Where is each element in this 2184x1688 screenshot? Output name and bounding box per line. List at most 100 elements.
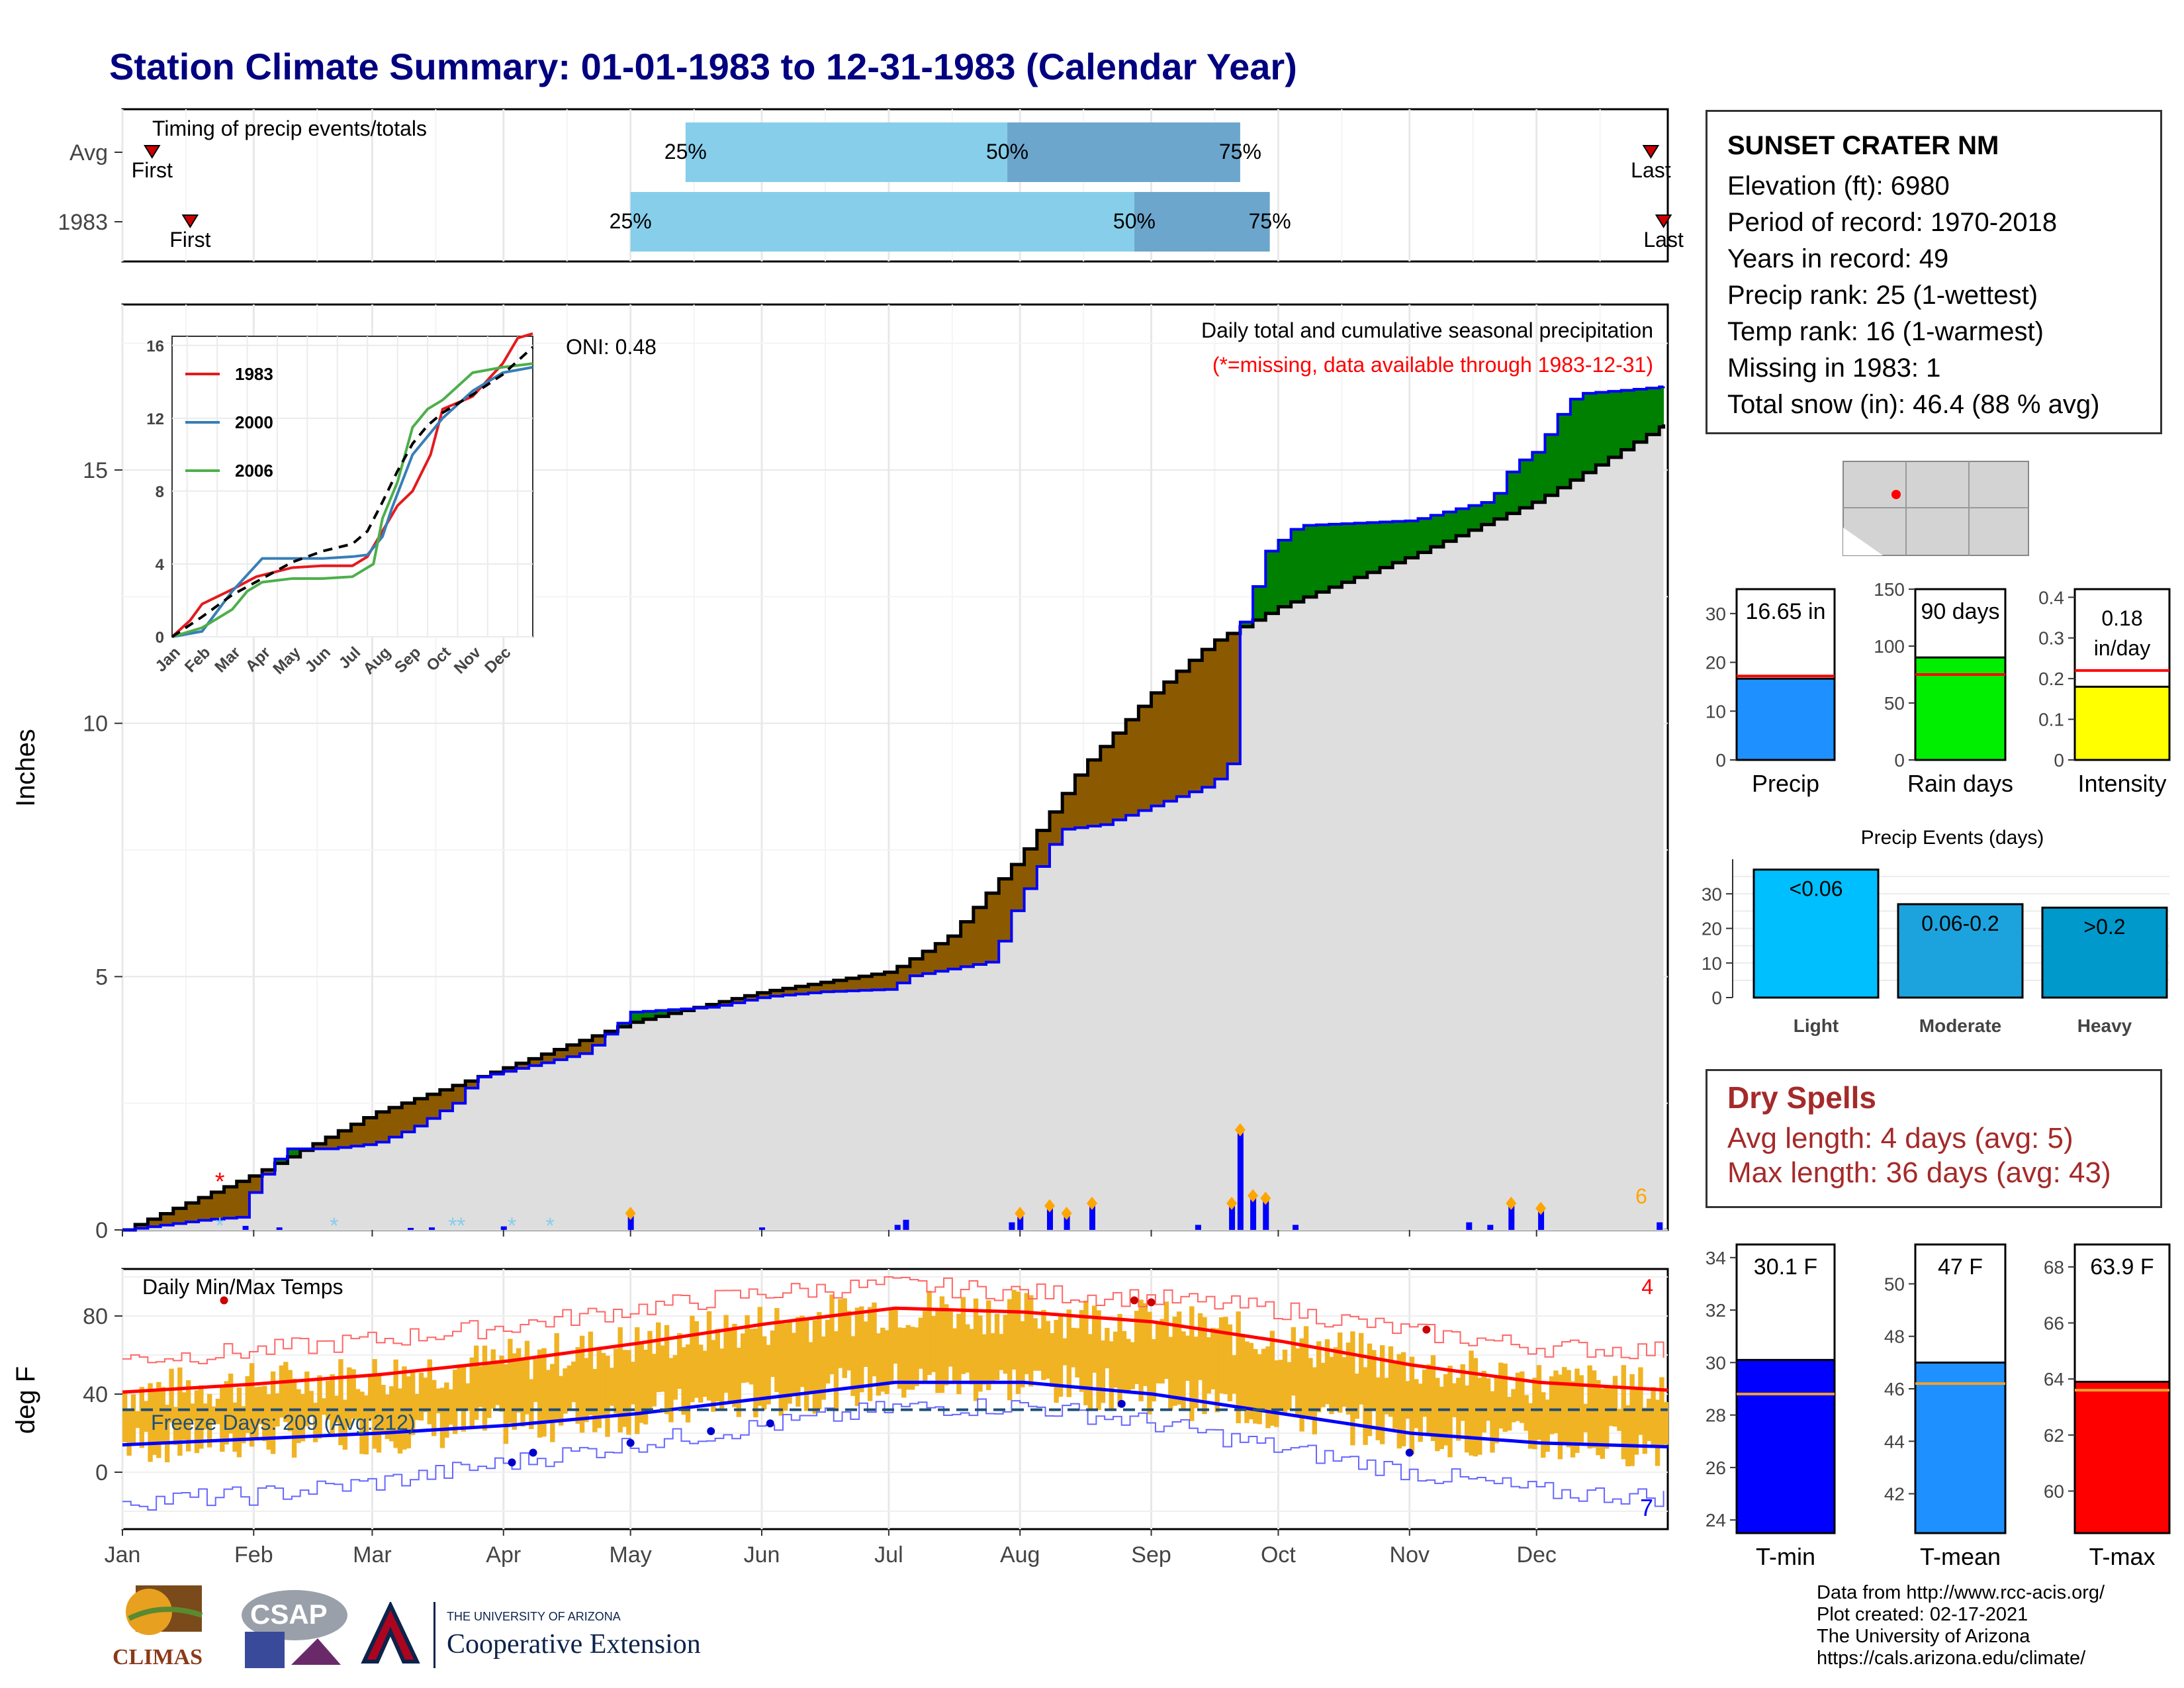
avg-cumulative-line [122,424,1666,1232]
daily-precip-bar [1195,1225,1201,1230]
daily-temp-bar [1308,1358,1313,1419]
daily-temp-bar [617,1327,623,1432]
daily-temp-bar [664,1325,670,1415]
daily-temp-bar [372,1359,377,1449]
daily-precip-bar [1089,1204,1095,1230]
precip-departure-segment [592,1035,606,1046]
intensity-value-label: 0.18 [2101,606,2142,630]
tt-min-y-tick-label: 30 [1706,1352,1726,1373]
daily-precip-bar [1009,1222,1015,1230]
precip-departure-segment [516,1063,529,1069]
avg-max-line [122,1306,1668,1394]
csap-emblem [242,1590,347,1668]
daily-temp-bar [1498,1362,1504,1429]
daily-temp-bar [414,1393,420,1421]
daily-temp-bar [1367,1343,1373,1436]
precip-departure-segment [135,1224,148,1229]
daily-temp-bar [203,1403,208,1430]
daily-temp-bar [1583,1403,1588,1432]
precip-event-bar [1752,868,1880,999]
precip-departure-segment [402,1103,415,1133]
daily-temp-bar [1291,1327,1297,1396]
heavy-event-marker [1044,1199,1055,1213]
inset-y-tick-label: 12 [146,410,164,428]
daily-temp-bar [321,1398,327,1415]
daily-temp-bar [596,1349,602,1429]
inset-legend-label: 2000 [235,412,273,432]
precip-departure-segment [1075,774,1089,828]
inset-series-line [171,346,534,638]
daily-temp-bar [1502,1363,1508,1432]
daily-temp-bar [215,1399,221,1425]
timing-bar-25-50 [630,192,1134,252]
daily-temp-bar [719,1348,725,1409]
precip-departure-segment [1151,692,1165,806]
daily-temp-bar [1375,1377,1381,1440]
daily-temp-bar [1134,1311,1140,1384]
daily-temp-bar [1214,1328,1220,1413]
daily-temp-bar [880,1327,886,1392]
daily-temp-bar [1363,1367,1368,1445]
intensity-y-tick-label: 0.4 [2038,587,2064,608]
precip-departure-segment [554,1049,568,1060]
daily-temp-bar [220,1387,225,1452]
daily-temp-bar [609,1368,615,1406]
missing-data-marker: * [215,1168,225,1196]
station-line: Precip rank: 25 (1-wettest) [1727,281,2038,310]
precip-departure-segment [503,1068,517,1072]
daily-temp-bar [600,1352,606,1417]
precip-departure-segment [1506,472,1520,514]
daily-temp-bar [981,1334,987,1385]
daily-temp-bar [270,1371,276,1454]
daily-temp-bar [1312,1367,1318,1434]
daily-temp-bar [181,1392,187,1440]
daily-temp-bar [199,1385,204,1449]
daily-temp-bar [1418,1383,1423,1442]
daily-temp-bar [1481,1370,1486,1432]
daily-temp-bar [550,1364,555,1442]
tt-mean-x-label: T-mean [1920,1543,2001,1570]
precip-departure-segment [719,1002,733,1006]
daily-temp-bar [1054,1320,1059,1403]
daily-temp-bar [1172,1317,1177,1406]
temp-count-max: 4 [1641,1275,1653,1299]
daily-temp-bar [1007,1299,1013,1401]
daily-temp-bar [1396,1354,1402,1449]
precip-total-x-label: Precip [1752,770,1819,797]
precip-departure-segment [326,1137,339,1149]
daily-temp-bar [206,1393,212,1448]
daily-temp-bar [190,1403,195,1421]
daily-temp-bar [1185,1335,1191,1381]
precip-departure-segment [579,1040,593,1054]
precip-departure-segment [160,1213,174,1225]
tt-max-y-tick-label: 66 [2044,1313,2064,1334]
precip-departure-segment [986,893,999,962]
precip-departure-segment [1087,760,1101,827]
daily-temp-bar [304,1371,310,1427]
daily-temp-bar [1587,1365,1592,1449]
inset-y-tick-label: 8 [156,483,164,501]
daily-temp-bar [1596,1380,1601,1456]
daily-temp-bar [1329,1356,1334,1415]
daily-temp-bar [406,1376,412,1448]
precip-departure-segment [249,1176,263,1193]
daily-temp-bar [668,1358,674,1423]
precip-event-category: Moderate [1919,1015,2001,1036]
credit-line: Plot created: 02-17-2021 [1817,1604,2028,1625]
precip-departure-segment [173,1208,187,1224]
timing-title: Timing of precip events/totals [152,117,427,140]
dry-spells-max: Max length: 36 days (avg: 43) [1727,1156,2111,1189]
intensity-y-tick-label: 0 [2054,750,2064,771]
precip-departure-segment [529,1058,542,1066]
daily-temp-bar [567,1365,572,1410]
daily-temp-bar [1642,1407,1648,1454]
daily-temp-bar [1435,1378,1440,1452]
credit-line: The University of Arizona [1817,1626,2030,1647]
record-high-marker [1147,1298,1156,1307]
daily-temp-bar [639,1341,644,1423]
daily-temp-bar [228,1374,234,1434]
precip-departure-segment [1659,387,1664,427]
daily-temp-bar [994,1313,1000,1381]
daily-temp-bar [1600,1388,1606,1459]
daily-temp-bar [1248,1342,1254,1420]
